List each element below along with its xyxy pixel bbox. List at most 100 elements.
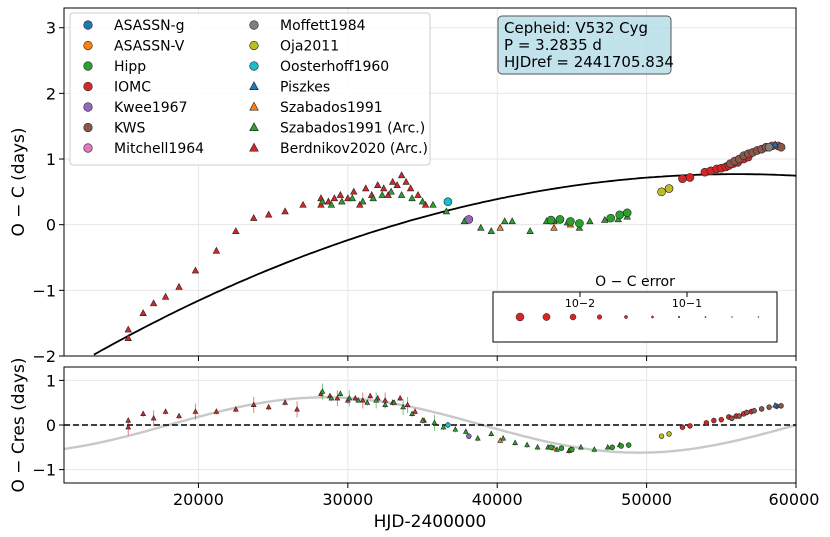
error-legend-tick-label-1: 10−2 [565, 297, 595, 310]
data-point [443, 197, 453, 206]
error-size-dot [596, 314, 603, 320]
residual-point [488, 430, 495, 437]
legend-marker [249, 101, 259, 111]
data-point [175, 282, 183, 290]
residual-point [265, 403, 272, 410]
residual-point [176, 412, 182, 419]
data-point [487, 227, 495, 234]
residual-point [445, 422, 451, 428]
residual-point [352, 394, 359, 401]
legend-marker [83, 81, 93, 92]
residual-point [548, 444, 554, 451]
residual-point [364, 399, 371, 405]
data-point [250, 213, 258, 221]
residual-point [419, 417, 426, 423]
residual-point [679, 424, 686, 430]
legend-marker [83, 122, 93, 133]
residual-point [618, 443, 624, 449]
legend-marker [83, 143, 93, 153]
residual-point [687, 423, 693, 429]
legend-label: Piszkes [280, 80, 330, 96]
legend-label: IOMC [114, 80, 151, 96]
residual-series-kwee1967 [466, 433, 472, 440]
legend-label: Szabados1991 [280, 100, 383, 116]
residual-point [382, 401, 389, 408]
legend-entry: IOMC [83, 80, 151, 96]
legend-entry: Moffett1984 [249, 18, 366, 34]
residual-point [718, 416, 725, 423]
info-box: Cepheid: V532 Cyg P = 3.2835 d HJDref = … [497, 15, 674, 75]
residual-point [569, 446, 575, 453]
data-point [764, 142, 774, 152]
legend-label: KWS [114, 121, 146, 137]
data-point [418, 197, 427, 205]
x-tick-label: 30000 [322, 490, 373, 509]
legend-label: Szabados1991 (Arc.) [280, 121, 425, 137]
residual-point [736, 413, 742, 419]
residual-point [772, 402, 778, 408]
x-tick-label: 60000 [769, 490, 820, 509]
data-point [526, 227, 534, 234]
data-point [622, 208, 632, 218]
residual-point [609, 444, 615, 451]
data-point [477, 223, 485, 231]
data-point [124, 334, 132, 341]
residual-point [367, 392, 374, 399]
data-point [330, 194, 339, 202]
legend-marker [249, 81, 259, 91]
legend-entry: Hipp [83, 59, 146, 75]
data-point [388, 177, 397, 185]
x-tick-label: 40000 [472, 490, 523, 509]
legend-entry: Kwee1967 [83, 100, 188, 116]
data-point [336, 190, 345, 198]
error-size-dot [624, 315, 628, 319]
bottom-y-ticks: −1 0 1 [32, 371, 64, 480]
error-size-dot [757, 316, 760, 318]
legend-items: ASASSN-g ASASSN-V Hipp IOMC Kwee1967 KWS Mitch… [83, 18, 428, 157]
data-point [615, 210, 625, 220]
legend-entry: Piszkes [249, 80, 330, 96]
legend-label: ASASSN-g [114, 18, 185, 34]
data-point [393, 181, 401, 188]
data-point [317, 200, 325, 208]
residual-point [412, 408, 418, 414]
data-point [566, 217, 575, 226]
residual-point [462, 428, 469, 434]
residual-point [625, 442, 632, 448]
residual-point [373, 397, 380, 403]
legend-marker [83, 20, 93, 30]
legend-label: Berdnikov2020 (Arc.) [280, 141, 428, 157]
residual-point [404, 401, 411, 408]
data-point [402, 177, 410, 185]
error-size-dot [677, 315, 681, 319]
data-point [601, 215, 609, 223]
data-point [406, 184, 415, 192]
data-point [387, 187, 395, 195]
residual-point [751, 408, 757, 414]
bottom-y-tick-label: −1 [32, 461, 56, 480]
residual-point [192, 408, 199, 414]
bottom-data-points [125, 383, 784, 454]
legend-marker [249, 122, 259, 132]
residual-point [359, 397, 366, 403]
info-box-frame [497, 15, 672, 75]
data-point [384, 190, 392, 198]
data-point [379, 184, 388, 192]
residual-point [500, 435, 507, 441]
residual-point [232, 406, 239, 412]
residual-point [744, 409, 750, 416]
bottom-x-ticks: 20000 30000 40000 50000 60000 [173, 483, 819, 509]
data-point [318, 197, 327, 205]
legend-label: Moffett1984 [280, 18, 366, 34]
residual-point [355, 397, 362, 403]
legend-label: ASASSN-V [114, 39, 185, 55]
residual-point [337, 390, 344, 396]
residual-point [250, 401, 257, 408]
data-point [664, 184, 674, 193]
top-y-tick-label: −2 [32, 347, 56, 366]
top-y-tick-label: 2 [46, 84, 56, 103]
legend-entry: Mitchell1964 [83, 141, 204, 157]
residual-series-hipp [548, 442, 632, 453]
data-point [397, 190, 406, 198]
error-size-dot [731, 316, 733, 318]
